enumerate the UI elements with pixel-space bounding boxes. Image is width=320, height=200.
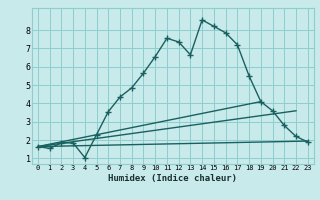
X-axis label: Humidex (Indice chaleur): Humidex (Indice chaleur) — [108, 174, 237, 183]
